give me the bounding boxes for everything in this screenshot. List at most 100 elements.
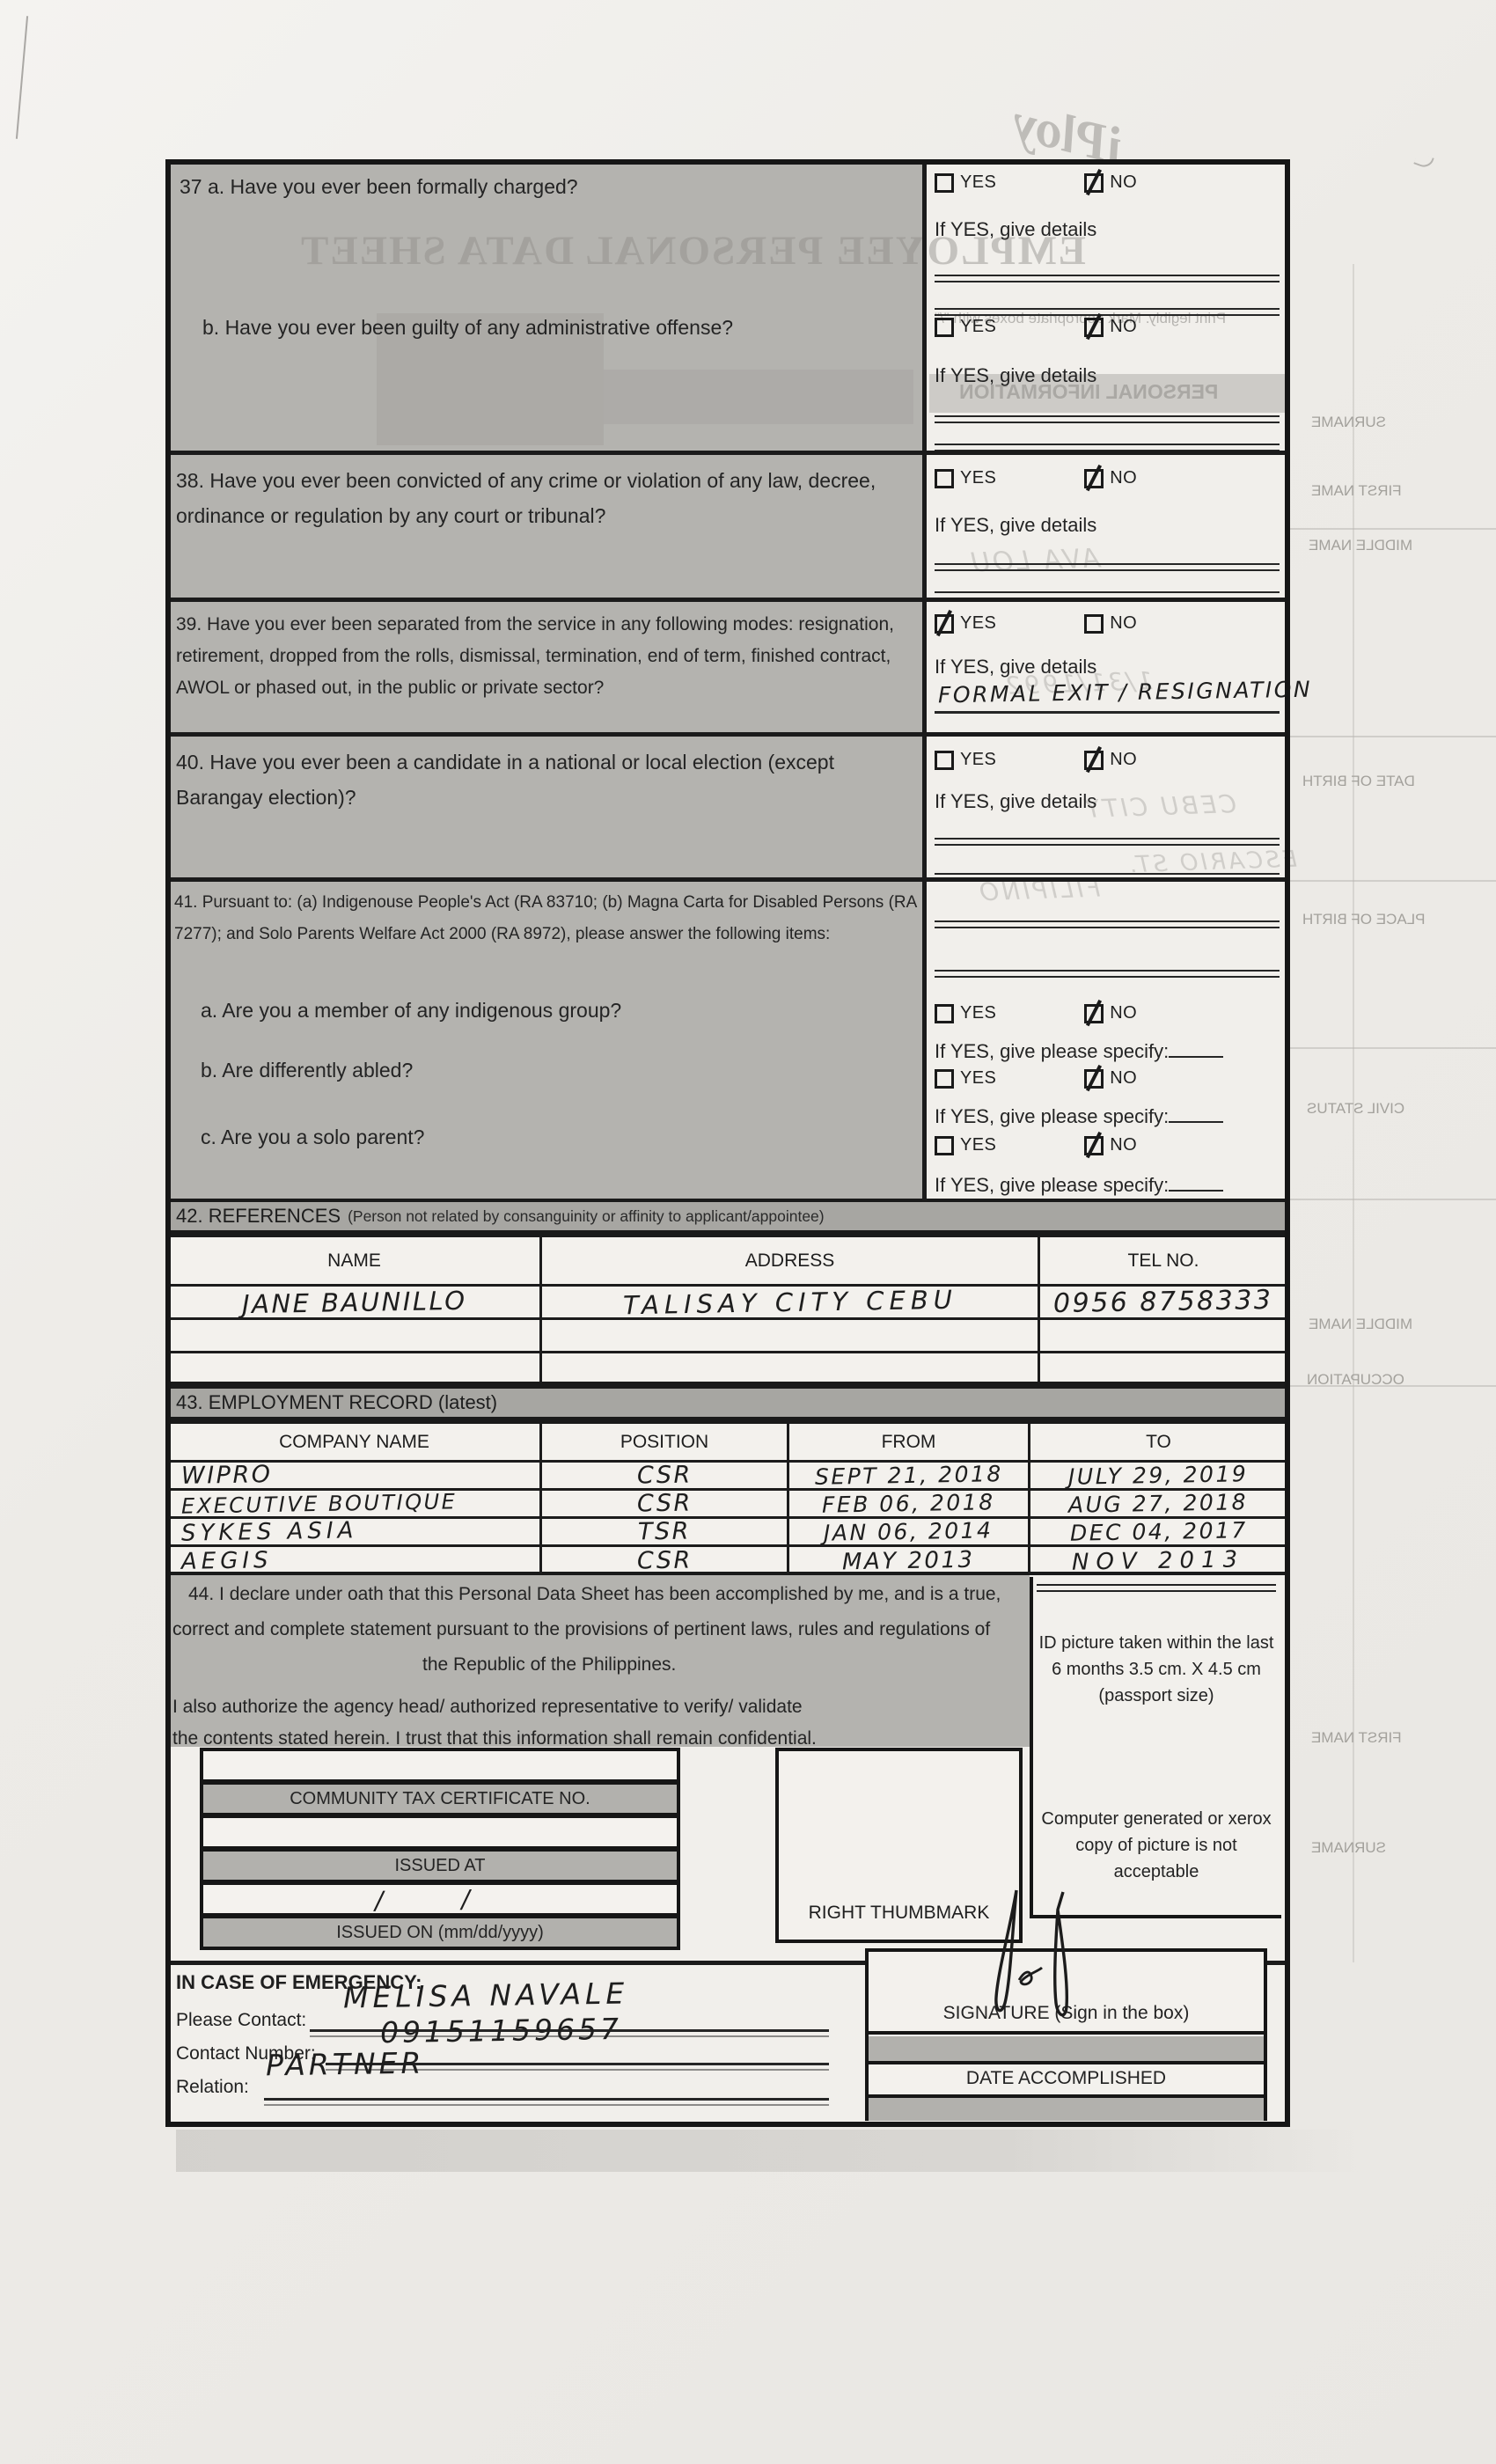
ctc-label-text: ISSUED AT bbox=[394, 1855, 486, 1875]
ctc-issued-on-field[interactable]: / / bbox=[200, 1881, 680, 1917]
employment-cell[interactable]: AUG 27, 2018 bbox=[1030, 1489, 1287, 1519]
employment-cell[interactable]: TSR bbox=[542, 1517, 789, 1547]
bleed-label: FIRST NAME bbox=[1311, 1729, 1402, 1746]
id-picture-top-rule bbox=[1037, 1584, 1276, 1592]
reference-cell[interactable]: 0956 8758333 bbox=[1040, 1285, 1287, 1320]
q38-options: YES NO bbox=[935, 468, 1137, 488]
emergency-contact-line2 bbox=[310, 2035, 829, 2037]
q41c-no-checkbox[interactable] bbox=[1084, 1135, 1104, 1155]
employment-cell[interactable]: NOV 2013 bbox=[1072, 1545, 1245, 1576]
employment-cell[interactable]: EXECUTIVE BOUTIQUE bbox=[169, 1489, 542, 1519]
id-picture-box bbox=[1030, 1577, 1281, 1918]
q39-details-line[interactable] bbox=[935, 711, 1280, 714]
q40-no-checkbox[interactable] bbox=[1084, 750, 1104, 770]
q38-details-line[interactable] bbox=[935, 563, 1280, 571]
q41-line[interactable] bbox=[935, 970, 1280, 978]
q41b-yes-checkbox[interactable] bbox=[935, 1068, 954, 1089]
date-accomplished-bar[interactable] bbox=[869, 2094, 1264, 2121]
employment-cell[interactable]: FEB 06, 2018 bbox=[789, 1489, 1030, 1519]
emergency-number-handwriting: 09151159657 bbox=[379, 2011, 623, 2050]
q39-options: YES NO bbox=[935, 613, 1137, 634]
emergency-relation-line2 bbox=[264, 2104, 829, 2106]
q41-line[interactable] bbox=[935, 920, 1280, 928]
bleed-label: PLACE OF BIRTH bbox=[1302, 911, 1426, 928]
employment-cell[interactable]: AEGIS bbox=[169, 1547, 542, 1574]
employment-cell[interactable]: MAY 2013 bbox=[789, 1546, 1030, 1575]
q40-details-label: If YES, give details bbox=[935, 790, 1097, 812]
q37a-details-line[interactable] bbox=[935, 308, 1280, 316]
employment-cell[interactable]: JULY 29, 2019 bbox=[1030, 1461, 1287, 1491]
q41b-no-checkbox[interactable] bbox=[1084, 1068, 1104, 1089]
specify-text: If YES, give please specify: bbox=[935, 1105, 1170, 1127]
bleed-label: SURNAME bbox=[1311, 414, 1387, 430]
employment-cell[interactable]: WIPRO bbox=[169, 1461, 542, 1491]
employment-cell[interactable]: CSR bbox=[542, 1489, 789, 1519]
q38-no-checkbox[interactable] bbox=[1084, 468, 1104, 488]
signature-scribble bbox=[994, 1889, 1069, 2017]
reference-cell[interactable] bbox=[1040, 1320, 1287, 1353]
q39-yes-checkbox[interactable] bbox=[935, 613, 954, 634]
q40-details-line[interactable] bbox=[935, 838, 1280, 846]
employment-cell[interactable]: JAN 06, 2014 bbox=[789, 1517, 1030, 1547]
reference-cell[interactable]: JANE BAUNILLO bbox=[169, 1285, 542, 1320]
ctc-issued-at-field[interactable] bbox=[200, 1815, 680, 1850]
yes-label: YES bbox=[960, 613, 997, 633]
emergency-relation-label: Relation: bbox=[176, 2077, 249, 2097]
references-header-address: ADDRESS bbox=[542, 1237, 1040, 1287]
right-thumbmark-box[interactable]: RIGHT THUMBMARK bbox=[775, 1748, 1023, 1943]
reference-cell[interactable] bbox=[542, 1353, 1040, 1382]
yes-label: YES bbox=[960, 172, 997, 192]
emergency-number-line[interactable] bbox=[326, 2063, 829, 2065]
q41a-options: YES NO bbox=[935, 1003, 1137, 1023]
no-label: NO bbox=[1110, 613, 1138, 633]
employment-cell[interactable]: DEC 04, 2017 bbox=[1030, 1517, 1287, 1547]
employment-cell[interactable]: CSR bbox=[542, 1546, 789, 1575]
reference-cell[interactable] bbox=[1040, 1353, 1287, 1382]
q41c-yes-checkbox[interactable] bbox=[935, 1135, 954, 1155]
references-header-name: NAME bbox=[169, 1237, 542, 1287]
q38-yes-checkbox[interactable] bbox=[935, 468, 954, 488]
no-label: NO bbox=[1110, 317, 1138, 336]
employment-table: COMPANY NAME POSITION FROM TO WIPRO CSR … bbox=[165, 1420, 1290, 1575]
reference-cell[interactable] bbox=[542, 1320, 1040, 1353]
emergency-title: IN CASE OF EMERGENCY: bbox=[176, 1971, 422, 1993]
q41a-specify-line[interactable] bbox=[1169, 1040, 1224, 1058]
emergency-contact-label: Please Contact: bbox=[176, 2010, 307, 2030]
q41a-yes-checkbox[interactable] bbox=[935, 1003, 954, 1023]
bleed-label: MIDDLE NAME bbox=[1309, 1316, 1413, 1332]
employment-cell[interactable]: SYKES ASIA bbox=[169, 1517, 542, 1547]
declaration-line4: I also authorize the agency head/ author… bbox=[172, 1697, 803, 1717]
employment-cell[interactable]: CSR bbox=[542, 1461, 789, 1491]
emergency-contact-line[interactable] bbox=[310, 2029, 829, 2032]
question-37a: 37 a. Have you ever been formally charge… bbox=[180, 175, 578, 198]
emergency-relation-line[interactable] bbox=[264, 2098, 829, 2101]
employment-header-position: POSITION bbox=[542, 1424, 789, 1463]
q41a-no-checkbox[interactable] bbox=[1084, 1003, 1104, 1023]
reference-cell[interactable] bbox=[169, 1320, 542, 1353]
employment-header-to: TO bbox=[1030, 1424, 1287, 1463]
declaration-line1: 44. I declare under oath that this Perso… bbox=[188, 1584, 1001, 1604]
emergency-number-line2 bbox=[326, 2069, 829, 2071]
q37a-yes-checkbox[interactable] bbox=[935, 172, 954, 193]
q39-no-checkbox[interactable] bbox=[1084, 613, 1104, 634]
ctc-issued-on-handwriting: / / bbox=[374, 1883, 506, 1915]
employment-header-from: FROM bbox=[789, 1424, 1030, 1463]
q40-yes-checkbox[interactable] bbox=[935, 750, 954, 770]
q37a-no-checkbox[interactable] bbox=[1084, 172, 1104, 193]
specify-text: If YES, give please specify: bbox=[935, 1040, 1170, 1062]
yes-label: YES bbox=[960, 750, 997, 769]
id-picture-note: ID picture taken within the last 6 month… bbox=[1038, 1633, 1274, 1705]
q41c-specify-label: If YES, give please specify: bbox=[935, 1174, 1224, 1197]
q41c-specify-line[interactable] bbox=[1169, 1174, 1224, 1192]
q37a-details-line[interactable] bbox=[935, 275, 1280, 282]
q41b-specify-line[interactable] bbox=[1169, 1105, 1224, 1123]
employment-cell[interactable]: SEPT 21, 2018 bbox=[789, 1461, 1030, 1491]
ctc-number-field[interactable] bbox=[200, 1748, 680, 1783]
reference-cell[interactable]: TALISAY CITY CEBU bbox=[542, 1284, 1040, 1320]
q37b-no-checkbox[interactable] bbox=[1084, 317, 1104, 337]
q37b-details-line[interactable] bbox=[935, 415, 1280, 423]
reference-cell[interactable] bbox=[169, 1353, 542, 1382]
question-40: 40. Have you ever been a candidate in a … bbox=[176, 751, 834, 809]
scan-shadow bbox=[176, 2130, 1360, 2172]
q37b-yes-checkbox[interactable] bbox=[935, 317, 954, 337]
